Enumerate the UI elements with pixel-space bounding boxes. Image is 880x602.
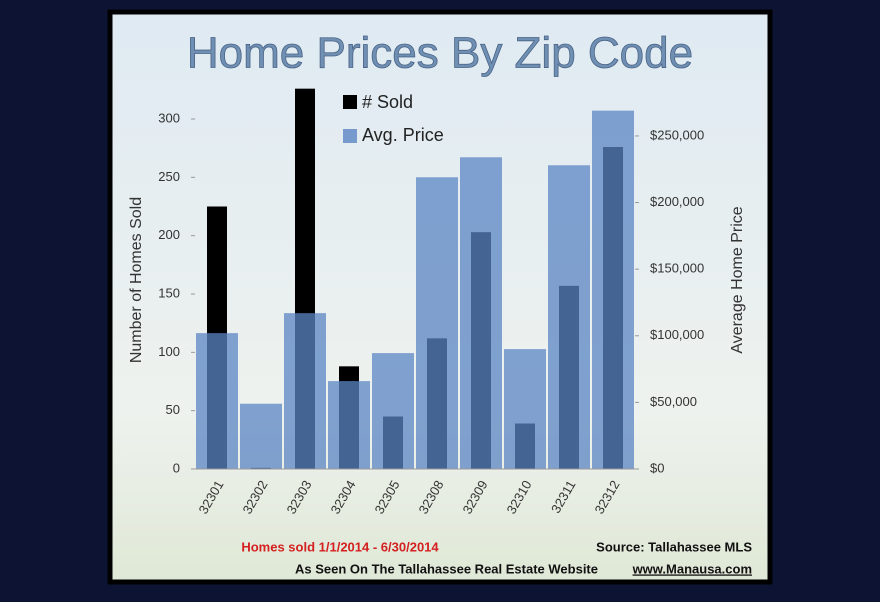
y2-tick-label: $0 xyxy=(650,460,664,475)
y-tick-label: 150 xyxy=(158,285,180,300)
website: www.Manausa.com xyxy=(632,561,752,576)
y-tick-label: 300 xyxy=(158,110,180,125)
chart-title: Home Prices By Zip Code xyxy=(187,29,693,78)
y2-axis-label: Average Home Price xyxy=(729,206,746,353)
bar xyxy=(328,381,370,469)
y-tick-label: 100 xyxy=(158,344,180,359)
bar xyxy=(416,177,458,469)
y2-tick-label: $50,000 xyxy=(650,394,697,409)
y-tick-label: 50 xyxy=(166,402,180,417)
y-tick-label: 0 xyxy=(173,460,180,475)
bar xyxy=(592,110,634,469)
bar xyxy=(504,349,546,469)
bar xyxy=(372,353,414,469)
y-axis-label: Number of Homes Sold xyxy=(128,197,145,363)
y2-tick-label: $100,000 xyxy=(650,327,704,342)
bar xyxy=(460,157,502,469)
y2-tick-label: $150,000 xyxy=(650,261,704,276)
source: Source: Tallahassee MLS xyxy=(596,539,752,554)
y2-tick-label: $200,000 xyxy=(650,194,704,209)
legend-label: Avg. Price xyxy=(362,125,444,145)
y-tick-label: 250 xyxy=(158,169,180,184)
bar xyxy=(284,313,326,469)
legend-swatch xyxy=(343,95,357,109)
y2-tick-label: $250,000 xyxy=(650,127,704,142)
legend-swatch xyxy=(343,129,357,143)
footer: As Seen On The Tallahassee Real Estate W… xyxy=(295,561,598,576)
note: Homes sold 1/1/2014 - 6/30/2014 xyxy=(241,539,439,554)
bar xyxy=(196,333,238,469)
y-tick-label: 200 xyxy=(158,227,180,242)
bar xyxy=(548,165,590,469)
legend-label: # Sold xyxy=(362,92,413,112)
bar xyxy=(240,403,282,469)
